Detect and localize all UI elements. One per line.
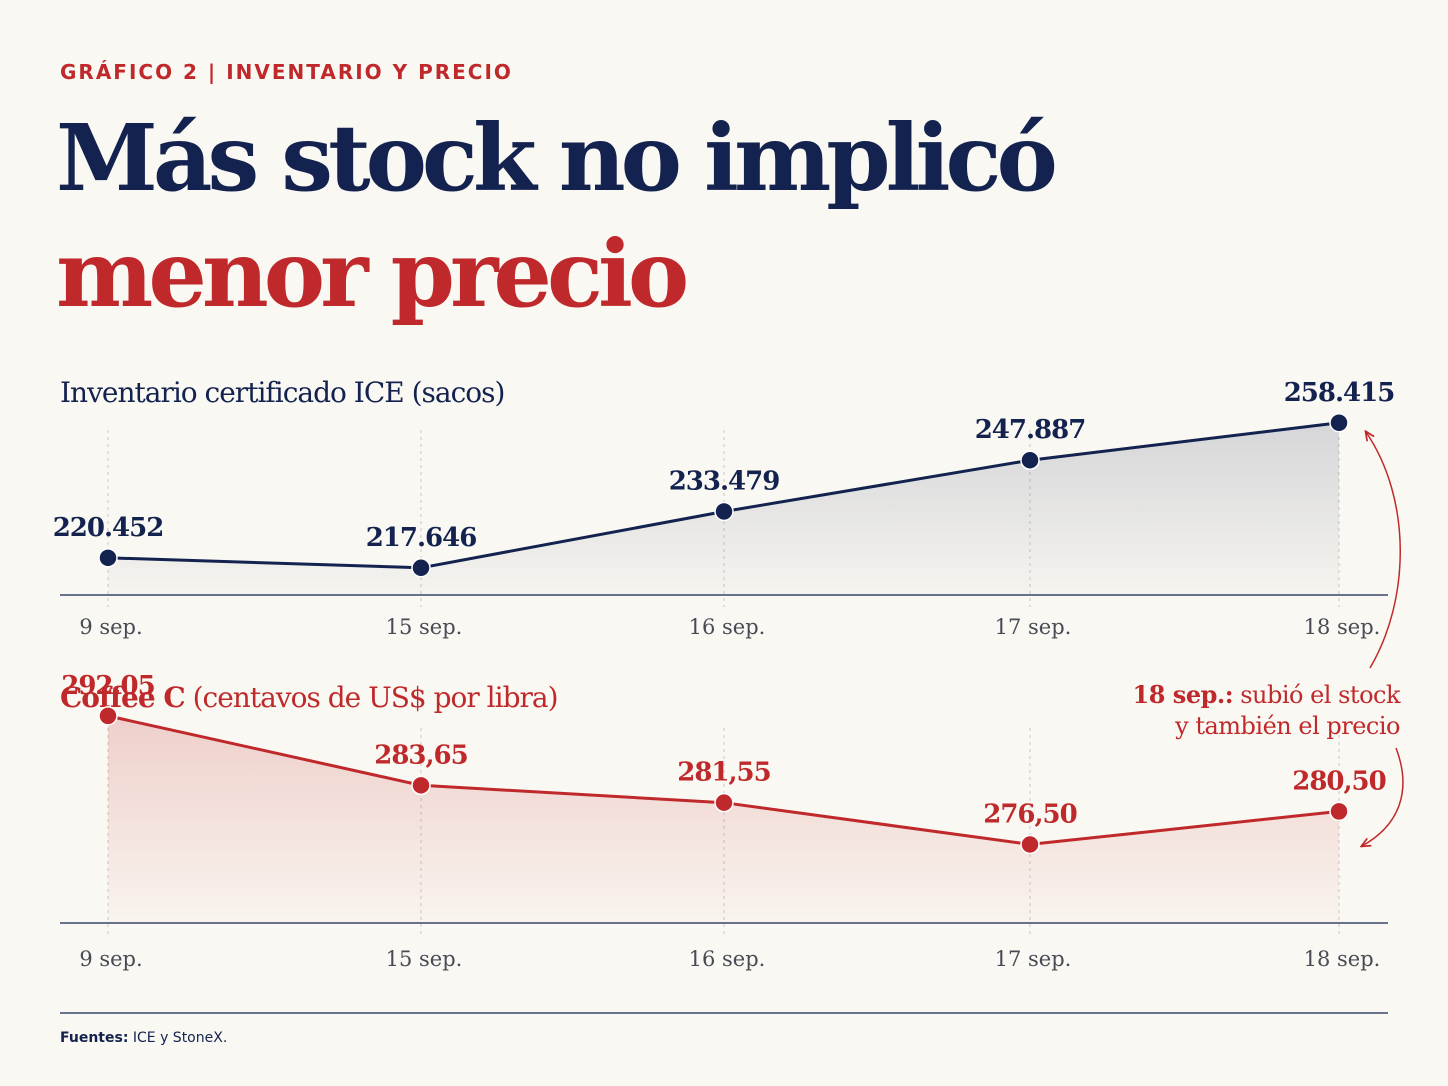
price-data-label: 292,05 — [61, 671, 155, 701]
price-data-point — [1329, 801, 1349, 822]
price-data-label: 280,50 — [1292, 766, 1386, 796]
inventory-x-tick-label: 9 sep. — [79, 615, 142, 639]
title-rest: (centavos de US$ por libra) — [185, 681, 558, 714]
inventory-chart-title: Inventario certificado ICE (sacos) — [60, 376, 504, 409]
inventory-data-label: 217.646 — [366, 523, 477, 553]
inventory-data-point — [714, 501, 734, 522]
price-chart-title: Coffee C (centavos de US$ por libra) — [60, 681, 558, 714]
inventory-data-label: 233.479 — [669, 466, 780, 496]
inventory-data-label: 247.887 — [975, 415, 1086, 445]
price-area — [108, 715, 1339, 923]
inventory-x-tick-label: 17 sep. — [995, 615, 1072, 639]
price-x-tick-label: 16 sep. — [689, 947, 766, 971]
inventory-data-label: 220.452 — [53, 513, 164, 543]
title-bold: Coffee C — [60, 681, 185, 714]
price-x-tick-label: 15 sep. — [386, 947, 463, 971]
price-x-tick-label: 18 sep. — [1304, 947, 1381, 971]
price-data-label: 276,50 — [983, 799, 1077, 829]
inventory-x-tick-label: 15 sep. — [386, 615, 463, 639]
annotation: 18 sep.: subió el stock y también el prec… — [1133, 432, 1404, 846]
annotation-arrow-down — [1362, 747, 1404, 846]
kicker: GRÁFICO 2 | INVENTARIO Y PRECIO — [60, 60, 513, 84]
price-data-point — [1020, 834, 1040, 855]
price-data-label: 283,65 — [374, 740, 468, 770]
inventory-data-point — [411, 558, 431, 578]
price-chart: Coffee C (centavos de US$ por libra)292,… — [60, 671, 1388, 971]
inventory-data-point — [98, 548, 118, 568]
sources-note: Fuentes: ICE y StoneX. — [60, 1030, 227, 1046]
sources-label: Fuentes: — [60, 1030, 129, 1046]
annotation-line-2: y también el precio — [1174, 712, 1400, 740]
price-data-point — [98, 706, 118, 726]
inventory-x-tick-label: 18 sep. — [1304, 615, 1381, 639]
annotation-rest: subió el stock — [1233, 681, 1401, 709]
annotation-bold: 18 sep.: — [1133, 680, 1234, 709]
price-data-label: 281,55 — [677, 758, 771, 788]
inventory-chart: Inventario certificado ICE (sacos) 220.45… — [53, 376, 1396, 639]
headline-line-1: Más stock no implicó — [56, 104, 1058, 212]
price-x-tick-label: 9 sep. — [79, 947, 142, 971]
annotation-line-1: 18 sep.: subió el stock — [1133, 680, 1401, 709]
inventory-x-tick-label: 16 sep. — [689, 615, 766, 639]
inventory-data-point — [1329, 413, 1349, 433]
price-data-point — [714, 792, 734, 813]
headline: Más stock no implicó menor precio — [56, 100, 1396, 332]
annotation-arrow-up — [1366, 432, 1401, 669]
inventory-data-point — [1020, 450, 1040, 470]
price-x-tick-label: 17 sep. — [995, 947, 1072, 971]
price-data-point — [411, 775, 431, 796]
sources-text: ICE y StoneX. — [128, 1030, 228, 1046]
inventory-data-label: 258.415 — [1284, 378, 1395, 408]
headline-line-2: menor precio — [56, 220, 689, 328]
